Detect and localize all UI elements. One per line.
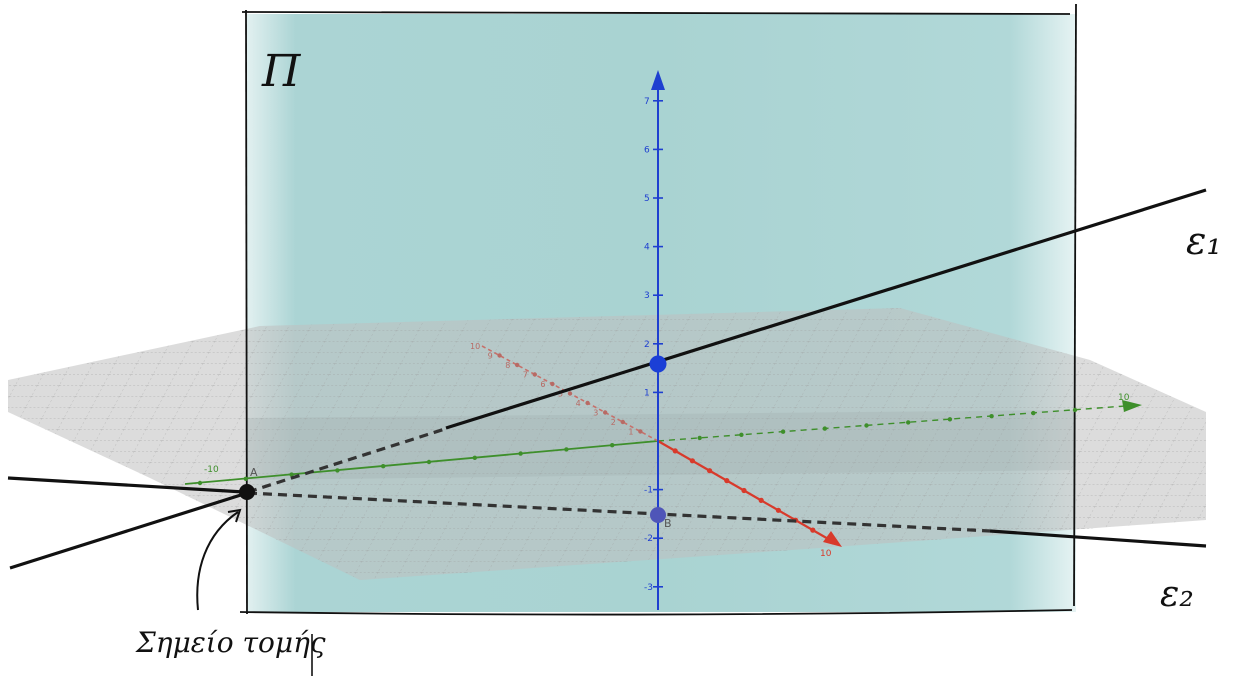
point-b-label: B (664, 517, 672, 530)
y-tick-label: -10 (204, 465, 219, 475)
z-tick-label: 1 (644, 388, 650, 398)
y-axis: -10 10 (184, 393, 1142, 486)
point-upper (649, 355, 667, 373)
y-tick (864, 423, 869, 428)
y-tick (780, 429, 786, 434)
x-tick-back (603, 410, 608, 415)
x-tick (724, 478, 730, 484)
x-tick (810, 527, 816, 533)
x-tick (758, 497, 764, 503)
intersection-arrow (196, 508, 242, 611)
y-tick (472, 455, 477, 460)
y-tick (947, 417, 953, 422)
y-tick (1072, 407, 1078, 413)
plane-label: Π (261, 46, 302, 97)
x-tick-label: 3 (593, 409, 598, 418)
x-tick-label: 8 (505, 361, 510, 370)
x-axis-arrow (823, 531, 842, 547)
z-tick-label: 7 (644, 97, 650, 107)
point-b (650, 507, 666, 523)
ground-plane (8, 308, 1206, 580)
y-tick (564, 447, 569, 452)
plane-frame (239, 3, 1077, 616)
z-tick-label: -2 (644, 534, 653, 544)
z-tick-label: 2 (644, 340, 650, 350)
x-tick (672, 448, 678, 454)
y-tick (381, 464, 386, 469)
x-tick-back (515, 362, 520, 368)
x-tick-back (638, 429, 643, 434)
x-tick-label: 5 (558, 390, 563, 399)
y-tick (335, 468, 340, 473)
line-epsilon-1 (9, 188, 1207, 570)
y-tick (243, 476, 248, 481)
y-tick (822, 426, 827, 431)
y-tick (289, 472, 294, 477)
x-tick-back (585, 400, 590, 406)
x-tick (707, 468, 713, 474)
z-tick-label: 6 (644, 145, 650, 155)
z-tick-label: 5 (644, 194, 650, 204)
y-tick-label: 10 (1118, 393, 1130, 403)
x-tick-label: 6 (540, 380, 545, 389)
x-tick (741, 487, 747, 494)
point-a-label: A (250, 466, 258, 479)
x-tick-label: 9 (488, 352, 493, 361)
x-tick-back (567, 391, 573, 396)
x-tick-back (550, 381, 555, 387)
x-tick-label: 7 (523, 371, 528, 380)
y-tick (1031, 410, 1036, 416)
z-axis-arrow (651, 70, 665, 90)
z-tick-label: -1 (644, 486, 653, 496)
x-tick-back (497, 353, 502, 358)
z-tick-label: -3 (644, 583, 653, 593)
x-axis: 10 10 9 8 7 6 5 4 3 2 1 (470, 342, 842, 559)
point-a (239, 484, 255, 500)
z-tick-label: 3 (644, 291, 650, 301)
z-tick-label: 4 (644, 243, 650, 253)
x-tick (775, 507, 782, 513)
x-tick-back (532, 372, 537, 377)
y-axis-arrow (1122, 400, 1142, 412)
x-tick-label: 2 (611, 418, 616, 427)
x-tick-label: 10 (470, 342, 480, 351)
line-1-label: ε₁ (1186, 219, 1222, 263)
y-tick (697, 435, 702, 441)
x-tick-label: 4 (576, 399, 581, 408)
y-tick (906, 420, 911, 425)
intersection-label: Σημείο τομής (135, 626, 326, 659)
line-2-label: ε₂ (1160, 574, 1194, 615)
y-tick (518, 451, 523, 456)
x-tick (689, 458, 696, 464)
y-tick (426, 459, 432, 465)
x-tick-back (620, 419, 625, 425)
x-tick-label: 1 (628, 428, 633, 437)
y-tick (989, 414, 994, 419)
y-tick (739, 432, 744, 437)
y-tick (197, 480, 203, 486)
x-end-label: 10 (820, 549, 832, 559)
y-tick (610, 443, 615, 448)
line-epsilon-2 (7, 476, 1207, 548)
